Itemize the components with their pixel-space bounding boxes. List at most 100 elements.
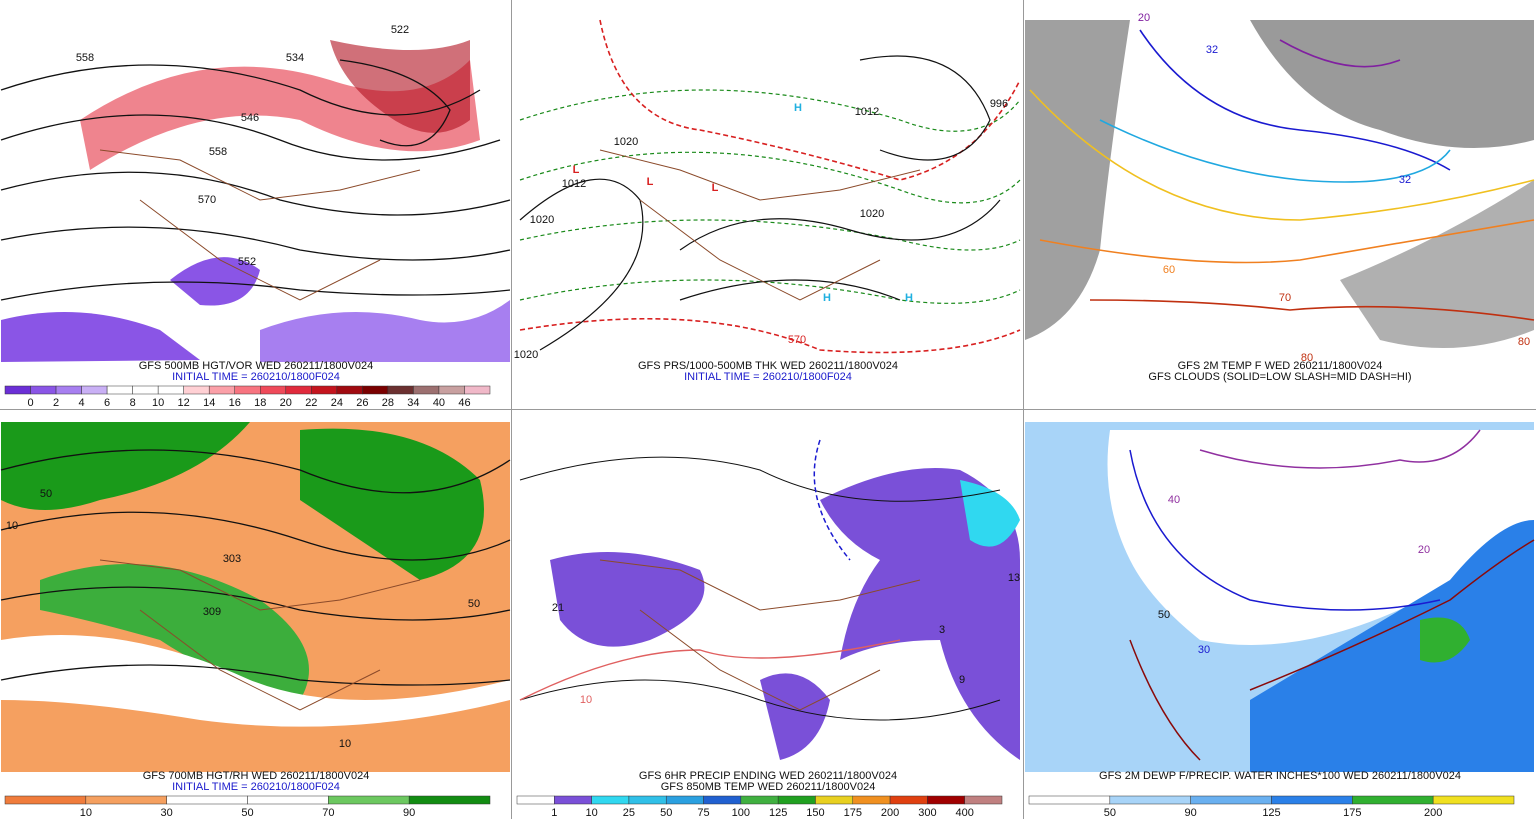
precip bbox=[760, 673, 830, 760]
colorbar-label: 175 bbox=[1343, 807, 1361, 819]
colorbar-label: 25 bbox=[623, 807, 635, 819]
map-label: 10 bbox=[339, 738, 351, 750]
colorbar-swatch bbox=[183, 385, 210, 395]
colorbar-label: 46 bbox=[458, 397, 470, 409]
map-label: 534 bbox=[286, 52, 304, 64]
map-dewpoint bbox=[1025, 422, 1535, 772]
humidity bbox=[300, 428, 484, 580]
colorbar-label: 150 bbox=[806, 807, 824, 819]
map-label: 1020 bbox=[530, 214, 554, 226]
colorbar-label: 4 bbox=[79, 397, 85, 409]
colorbar-swatch bbox=[628, 795, 667, 805]
caption: GFS CLOUDS (SOLID=LOW SLASH=MID DASH=HI) bbox=[1148, 371, 1411, 383]
colorbar-label: 30 bbox=[161, 807, 173, 819]
map-label: 20 bbox=[1138, 12, 1150, 24]
map-thickness bbox=[513, 14, 1022, 362]
colorbar-swatch bbox=[852, 795, 891, 805]
precip bbox=[960, 480, 1020, 547]
map-label: 50 bbox=[40, 488, 52, 500]
humidity bbox=[1, 635, 510, 727]
map-precip bbox=[513, 422, 1022, 772]
map-label: 10 bbox=[580, 694, 592, 706]
colorbar-swatch bbox=[464, 385, 491, 395]
colorbar-label: 0 bbox=[27, 397, 33, 409]
precip bbox=[820, 468, 1020, 760]
colorbar-swatch bbox=[55, 385, 82, 395]
map-label: 552 bbox=[238, 256, 256, 268]
colorbar-swatch bbox=[964, 795, 1003, 805]
map-label: 60 bbox=[1163, 264, 1175, 276]
colorbar-label: 90 bbox=[1185, 807, 1197, 819]
map-label: 9 bbox=[959, 674, 965, 686]
colorbar-swatch bbox=[1028, 795, 1111, 805]
contour bbox=[813, 439, 851, 561]
humidity bbox=[40, 564, 309, 700]
colorbar-label: 125 bbox=[1262, 807, 1280, 819]
precip-water bbox=[1250, 520, 1534, 772]
colorbar-label: 20 bbox=[280, 397, 292, 409]
map-label: 1020 bbox=[614, 136, 638, 148]
colorbar-swatch bbox=[1109, 795, 1191, 805]
map-label: 558 bbox=[209, 146, 227, 158]
colorbar-swatch bbox=[703, 795, 742, 805]
colorbar-label: 70 bbox=[322, 807, 334, 819]
colorbar-swatch bbox=[132, 385, 159, 395]
colorbar-swatch bbox=[4, 385, 31, 395]
colorbar-label: 1 bbox=[551, 807, 557, 819]
clouds bbox=[1340, 180, 1534, 348]
map-label: 309 bbox=[203, 606, 221, 618]
colorbar-swatch bbox=[1352, 795, 1434, 805]
colorbar-swatch bbox=[260, 385, 287, 395]
map-label: 570 bbox=[198, 194, 216, 206]
map-label: 1012 bbox=[855, 106, 879, 118]
borders bbox=[99, 559, 421, 711]
map-area bbox=[513, 14, 1022, 362]
colorbar-label: 175 bbox=[844, 807, 862, 819]
map-label: 21 bbox=[552, 602, 564, 614]
borders bbox=[599, 559, 921, 711]
map-temperature bbox=[1025, 14, 1535, 362]
clouds bbox=[1250, 20, 1534, 148]
colorbar-label: 2 bbox=[53, 397, 59, 409]
colorbar-swatch bbox=[85, 795, 167, 805]
caption: GFS 2M DEWP F/PRECIP. WATER INCHES*100 W… bbox=[1099, 770, 1461, 782]
colorbar-label: 6 bbox=[104, 397, 110, 409]
map-label: 20 bbox=[1418, 544, 1430, 556]
map-label: 1020 bbox=[514, 349, 538, 361]
vorticity bbox=[260, 300, 510, 362]
map-label: 996 bbox=[990, 98, 1008, 110]
map-label: L bbox=[573, 164, 580, 176]
colorbar-label: 22 bbox=[305, 397, 317, 409]
colorbar-label: 300 bbox=[918, 807, 936, 819]
map-label: H bbox=[794, 102, 802, 114]
colorbar-swatch bbox=[516, 795, 555, 805]
vorticity bbox=[80, 60, 480, 170]
map-label: 546 bbox=[241, 112, 259, 124]
colorbar-label: 75 bbox=[697, 807, 709, 819]
colorbar-swatch bbox=[166, 795, 248, 805]
colorbar-label: 14 bbox=[203, 397, 215, 409]
colorbar-swatch bbox=[208, 385, 235, 395]
humidity bbox=[1, 422, 250, 510]
colorbar-swatch bbox=[591, 795, 630, 805]
precip-water bbox=[1420, 617, 1470, 663]
precip bbox=[550, 552, 705, 647]
colorbar-label: 50 bbox=[1104, 807, 1116, 819]
caption: INITIAL TIME = 260210/1800F024 bbox=[172, 371, 340, 383]
caption: GFS 500MB HGT/VOR WED 260211/1800V024 bbox=[139, 360, 374, 372]
map-label: 80 bbox=[1518, 336, 1530, 348]
map-label: 570 bbox=[788, 334, 806, 346]
map-label: 13 bbox=[1008, 572, 1020, 584]
colorbar-label: 90 bbox=[403, 807, 415, 819]
caption: GFS 850MB TEMP WED 260211/1800V024 bbox=[661, 781, 876, 793]
caption: INITIAL TIME = 260210/1800F024 bbox=[684, 371, 852, 383]
map-label: 32 bbox=[1206, 44, 1218, 56]
borders bbox=[599, 149, 921, 301]
map-label: L bbox=[647, 176, 654, 188]
map-label: H bbox=[905, 292, 913, 304]
colorbar-swatch bbox=[234, 385, 261, 395]
colorbar-swatch bbox=[413, 385, 440, 395]
